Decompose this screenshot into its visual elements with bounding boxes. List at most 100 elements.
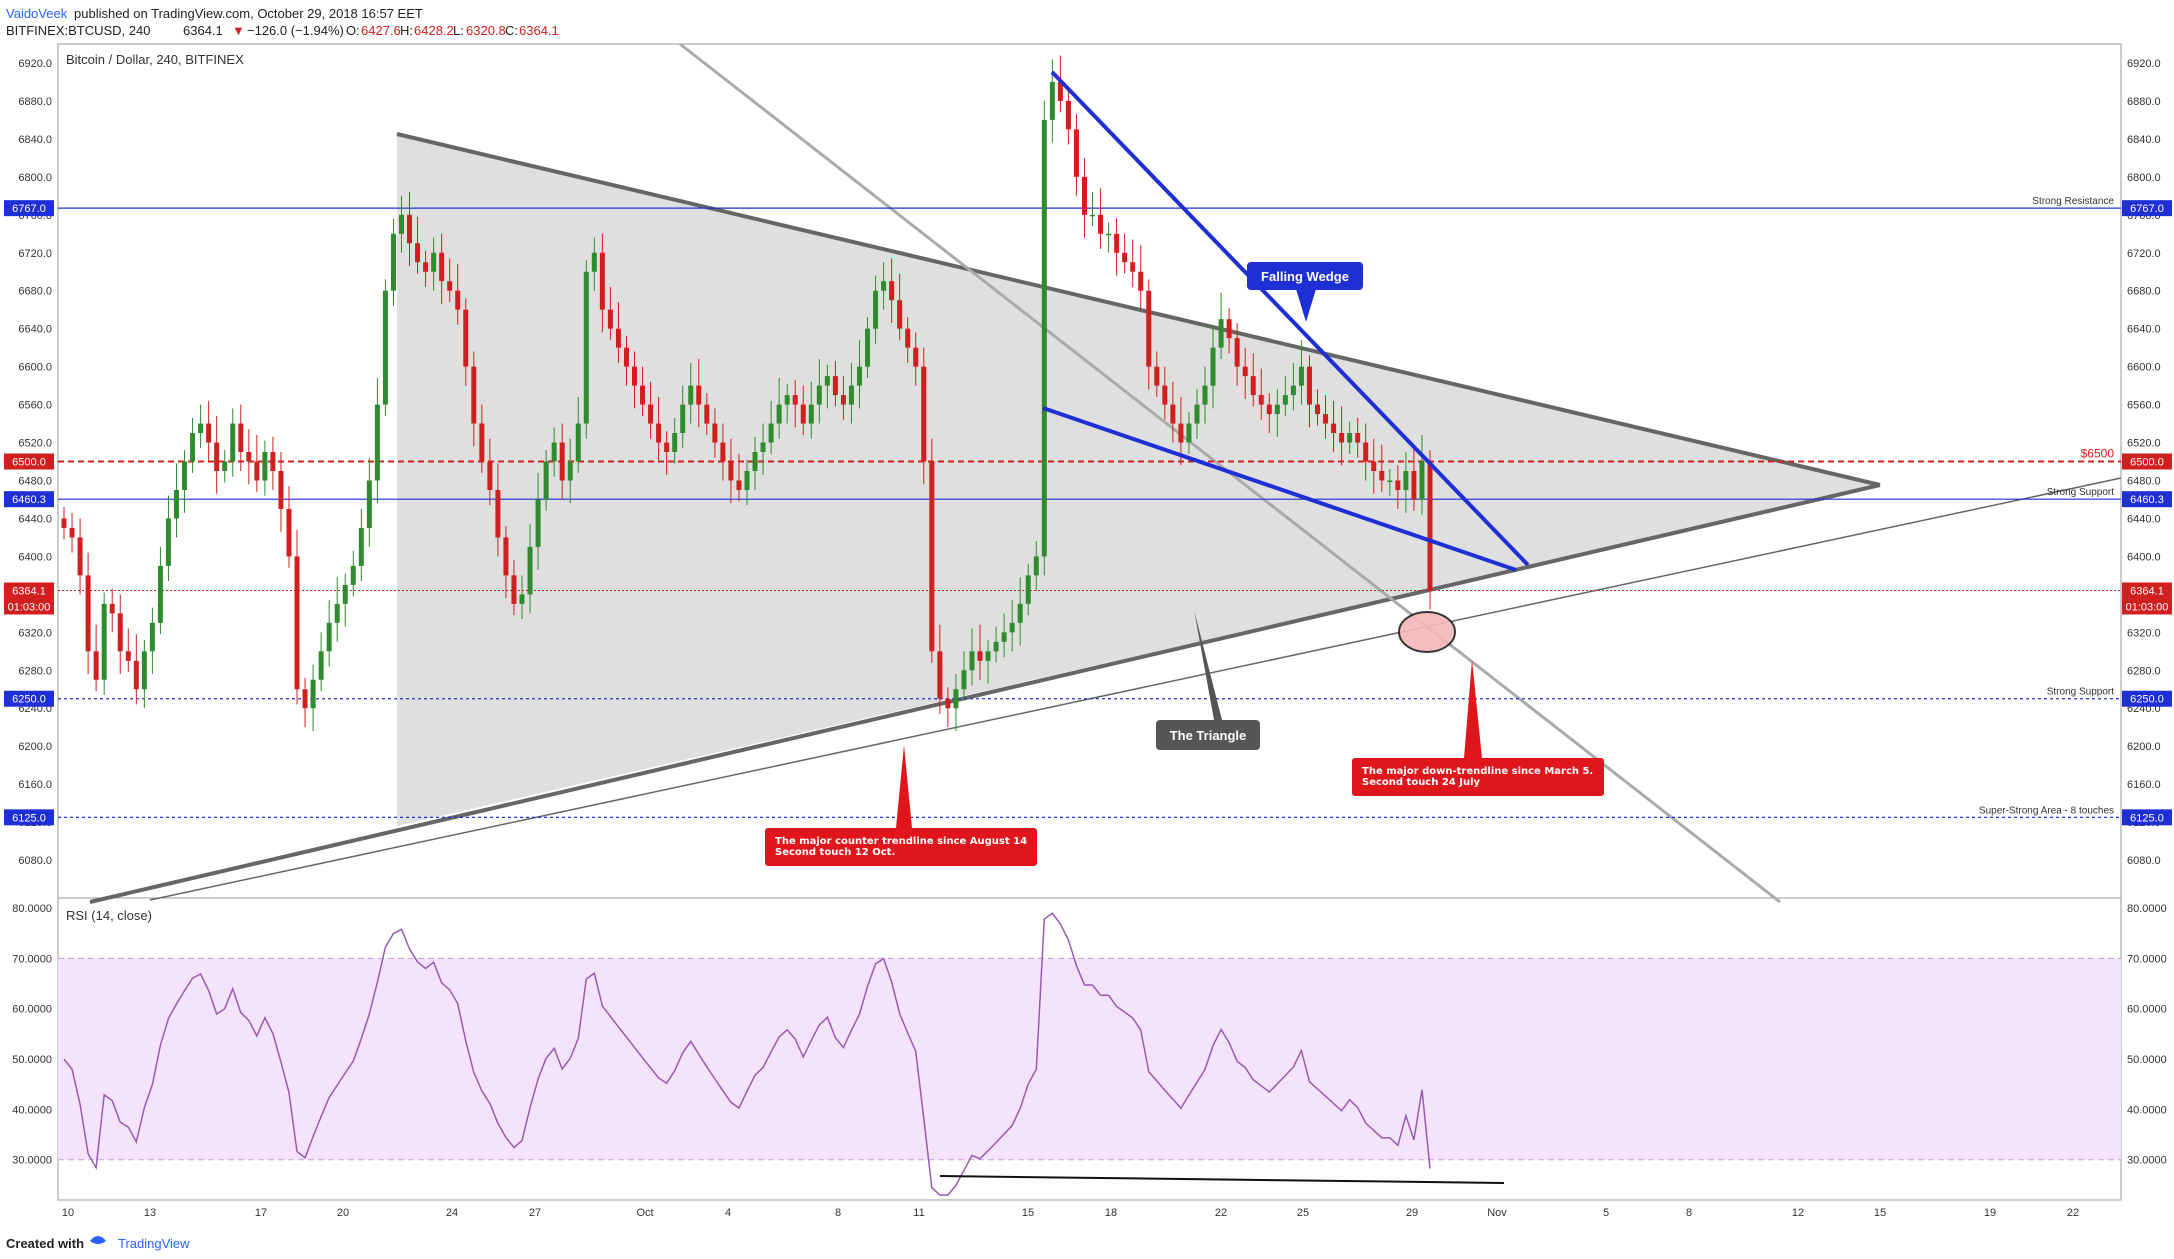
candle-body <box>816 385 822 405</box>
x-tick-label: 11 <box>913 1207 924 1219</box>
candle-body <box>1098 214 1104 234</box>
triangle-upper-line[interactable] <box>396 132 1881 487</box>
falling-wedge-label: Falling Wedge <box>1261 269 1349 284</box>
price-tag <box>4 582 54 599</box>
tradingview-link[interactable]: TradingView <box>118 1236 190 1251</box>
candle-body <box>615 328 621 348</box>
counter-trendline-callout[interactable]: The major counter trendline since August… <box>765 745 1037 866</box>
candle-body <box>310 679 316 709</box>
y-tick-label: 6840.0 <box>18 134 52 146</box>
candle-body <box>479 423 485 462</box>
candle-body <box>85 575 91 652</box>
candle-body <box>1419 461 1425 500</box>
candle-body <box>1234 338 1240 367</box>
candle-body <box>1331 423 1337 434</box>
candle-body <box>977 651 983 661</box>
candle-body <box>173 489 179 519</box>
candle-body <box>1306 366 1312 405</box>
candle-body <box>141 651 147 690</box>
candle-body <box>157 565 163 623</box>
falling-wedge-callout[interactable]: Falling Wedge <box>1247 262 1363 322</box>
candle-body <box>527 546 533 595</box>
candle-body <box>1081 176 1087 215</box>
candle-body <box>503 537 509 576</box>
triangle-lower-line[interactable] <box>89 483 1881 904</box>
y-tick-label: 6280.0 <box>2127 665 2161 677</box>
level-label: Strong Support <box>2047 487 2114 498</box>
y-tick-label: 6800.0 <box>18 172 52 184</box>
y-tick-label: 6880.0 <box>18 96 52 108</box>
candle-body <box>350 565 356 585</box>
rsi-tick-label: 60.0000 <box>2127 1004 2167 1016</box>
y-tick-label: 6480.0 <box>2127 475 2161 487</box>
candle-body <box>1315 404 1321 415</box>
rsi-divergence-line[interactable] <box>939 1175 1505 1184</box>
candle-body <box>101 603 107 680</box>
candle-body <box>808 404 814 424</box>
triangle-callout[interactable]: The Triangle <box>1156 610 1260 750</box>
candle-body <box>583 271 589 424</box>
y-tick-label: 6600.0 <box>18 362 52 374</box>
y-tick-label: 6640.0 <box>18 324 52 336</box>
x-tick-label: 10 <box>62 1207 74 1219</box>
candle-body <box>165 518 171 566</box>
author-link[interactable]: VaidoVeek <box>6 6 68 21</box>
wedge-upper-line[interactable] <box>1050 70 1530 567</box>
price-tag <box>2122 690 2172 707</box>
candle-body <box>551 442 557 462</box>
x-tick-label: 19 <box>1984 1207 1996 1219</box>
countdown-tag <box>4 598 54 615</box>
candle-body <box>125 651 131 661</box>
candle-body <box>1218 319 1224 348</box>
y-tick-label: 6440.0 <box>2127 513 2161 525</box>
candle-body <box>326 622 332 652</box>
price-tag-label: 6500.0 <box>12 457 46 469</box>
change-value: −126.0 (−1.94%) <box>247 23 344 38</box>
price-tag-label: 6250.0 <box>2130 694 2164 706</box>
price-tag <box>2122 809 2172 826</box>
h-label: H: <box>400 23 413 38</box>
c-value: 6364.1 <box>519 23 559 38</box>
candle-body <box>1210 347 1216 386</box>
candle-body <box>623 347 629 367</box>
y-tick-label: 6520.0 <box>2127 438 2161 450</box>
candle-body <box>1226 319 1232 339</box>
down-trendline-callout[interactable]: The major down-trendline since March 5. S… <box>1352 660 1604 796</box>
candle-body <box>182 461 188 490</box>
candle-body <box>1395 480 1401 490</box>
x-tick-label: 15 <box>1874 1207 1886 1219</box>
triangle-area <box>397 134 1880 826</box>
candle-body <box>664 442 670 453</box>
candle-body <box>1162 385 1168 405</box>
tradingview-logo-icon[interactable] <box>90 1236 106 1244</box>
y-tick-label: 6560.0 <box>18 400 52 412</box>
candle-body <box>696 385 702 405</box>
x-tick-label: 25 <box>1297 1207 1309 1219</box>
candle-body <box>672 433 678 453</box>
candle-body <box>358 527 364 566</box>
y-tick-label: 6200.0 <box>18 741 52 753</box>
x-tick-label: 24 <box>446 1207 458 1219</box>
y-tick-label: 6440.0 <box>18 513 52 525</box>
h-value: 6428.2 <box>414 23 454 38</box>
candle-body <box>463 309 469 367</box>
x-axis: 10 13 17 20 24 27 Oct 4 8 11 15 18 22 25 29 Nov 5 8 12 15 19… <box>62 1207 2079 1219</box>
x-tick-label: 27 <box>529 1207 541 1219</box>
y-tick-label: 6080.0 <box>2127 855 2161 867</box>
down-arrow-icon: ▼ <box>232 23 245 38</box>
counter-trendline[interactable] <box>149 477 2122 901</box>
candle-body <box>728 461 734 481</box>
candle-body <box>198 423 204 434</box>
candle-body <box>407 214 413 244</box>
candle-body <box>680 404 686 434</box>
candle-body <box>246 452 252 462</box>
candle-body <box>1379 471 1385 481</box>
candle-body <box>784 395 790 405</box>
rsi-axis-left: 80.0000 70.0000 60.0000 50.0000 40.0000 30.00… <box>12 903 52 1167</box>
rsi-tick-label: 60.0000 <box>12 1004 52 1016</box>
candle-body <box>760 442 766 453</box>
wedge-lower-line[interactable] <box>1042 406 1517 572</box>
candle-body <box>262 452 268 481</box>
candle-body <box>575 423 581 462</box>
candle-body <box>632 366 638 386</box>
